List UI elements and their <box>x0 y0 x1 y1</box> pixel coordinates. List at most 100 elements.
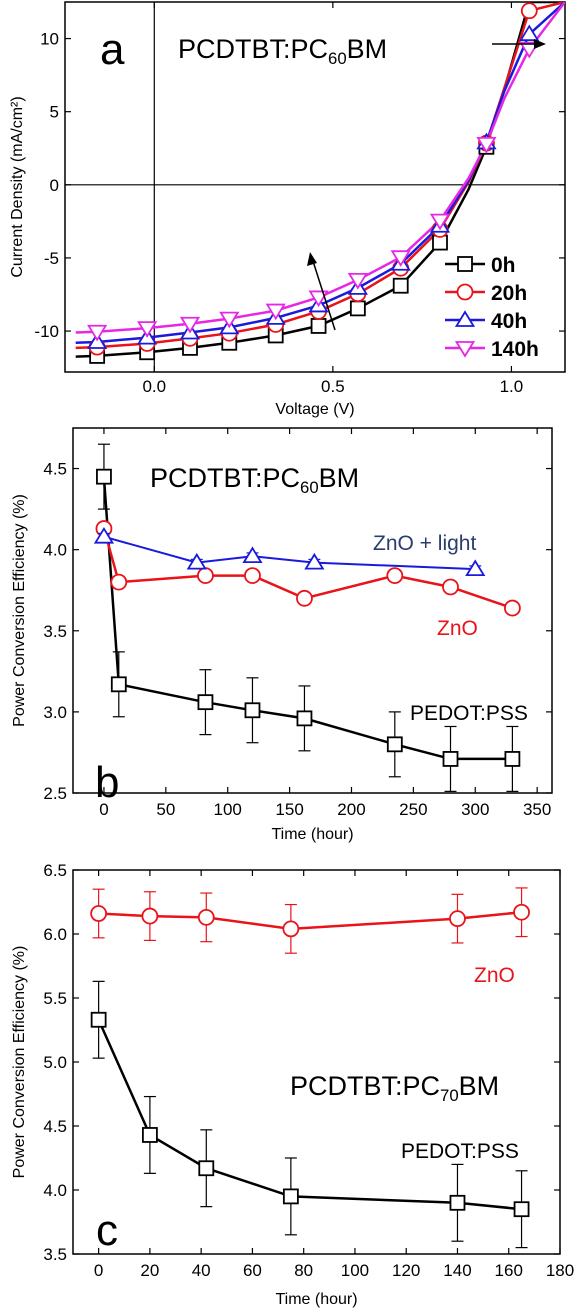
panel-c: 0 20 40 60 80 100 120 140 160 180 3.5 4.0 4.5 5.0 5.5 6… <box>11 861 574 1308</box>
plot-frame <box>72 427 553 794</box>
series-label-zno: ZnO <box>437 617 478 640</box>
data-point-PEDOT:PSS <box>442 751 459 767</box>
x-tick-label: 200 <box>337 800 365 819</box>
x-tick-label: 300 <box>461 800 489 819</box>
x-tick-label: 50 <box>156 800 175 819</box>
data-point-ZnO <box>449 910 466 928</box>
data-point-PEDOT:PSS <box>198 1160 215 1177</box>
y-axis-label: Power Conversion Efficiency (%) <box>11 946 28 1179</box>
chart-title: PCDTBT:PC60BM <box>178 34 387 68</box>
data-point-ZnO <box>296 589 313 607</box>
series-line-ZnO <box>102 528 513 610</box>
data-point-ZnO <box>197 908 215 926</box>
data-point-140h <box>179 316 201 334</box>
series-label-zno-light: ZnO + light <box>373 532 476 555</box>
x-tick-label: 350 <box>523 800 551 819</box>
legend-marker-20h <box>456 283 474 301</box>
data-point-PEDOT:PSS <box>296 710 313 727</box>
data-point-ZnO + light <box>242 546 263 564</box>
legend-marker-140h <box>454 341 476 358</box>
x-tick-label: 150 <box>275 800 303 819</box>
y-axis-label: Current Density (mA/cm²) <box>9 96 26 277</box>
y-tick-label: 4.5 <box>43 460 67 479</box>
data-point-140h <box>137 321 158 338</box>
panel-label: a <box>100 25 125 74</box>
data-point-PEDOT:PSS <box>141 1127 158 1143</box>
data-point-ZnO <box>513 903 530 921</box>
x-tick-label: 140 <box>443 1261 471 1280</box>
chart-title: PCDTBT:PC70BM <box>290 1071 499 1105</box>
title-tail: BM <box>319 463 360 493</box>
y-tick-label: 0 <box>50 176 59 195</box>
x-tick-label: 0.5 <box>321 377 345 396</box>
data-point-ZnO + light <box>304 552 325 570</box>
data-point-0h <box>392 277 409 294</box>
data-point-140h <box>265 303 286 321</box>
data-point-ZnO <box>386 567 404 585</box>
y-tick-label: 2.5 <box>43 784 67 803</box>
data-point-0h <box>310 318 327 334</box>
data-point-ZnO <box>244 567 261 585</box>
data-point-ZnO + light <box>93 526 115 544</box>
data-point-ZnO + light <box>465 559 486 577</box>
data-point-140h <box>219 311 240 329</box>
data-point-140h <box>87 324 108 342</box>
data-point-PEDOT:PSS <box>504 751 521 767</box>
data-point-40h <box>519 24 540 42</box>
legend-marker-0h <box>457 256 473 272</box>
data-point-ZnO <box>141 907 159 925</box>
plot-frame <box>64 1 566 373</box>
y-tick-label: 5.0 <box>43 1053 67 1072</box>
data-point-PEDOT:PSS <box>282 1188 299 1205</box>
x-axis-label: Voltage (V) <box>275 401 354 418</box>
y-tick-label: 6.5 <box>43 861 67 880</box>
title-subscript: 60 <box>328 49 347 68</box>
data-point-PEDOT:PSS <box>96 468 112 485</box>
y-tick-label: 3.0 <box>43 703 67 722</box>
series-label-zno: ZnO <box>474 964 515 987</box>
data-point-ZnO <box>503 599 521 617</box>
voc-arrowhead <box>534 39 546 49</box>
y-tick-label: 4.0 <box>43 1181 67 1200</box>
data-point-20h <box>520 2 538 20</box>
x-tick-label: 60 <box>243 1261 262 1280</box>
y-tick-label: 4.0 <box>43 541 67 560</box>
x-tick-label: 0 <box>99 800 108 819</box>
series-line-PEDOT:PSS <box>97 1019 522 1211</box>
data-point-PEDOT:PSS <box>386 736 403 753</box>
title-tail: BM <box>347 34 388 64</box>
data-point-ZnO <box>110 573 128 591</box>
panel-a: 0.0 0.5 1.0 -10 -5 0 5 10 Voltage (V) Current Den… <box>9 1 566 418</box>
trend-arrowhead <box>307 252 317 266</box>
x-tick-label: 0 <box>94 1261 103 1280</box>
series-label-pedot: PEDOT:PSS <box>410 702 528 725</box>
plot-area <box>75 2 565 364</box>
legend-label: 20h <box>491 282 527 305</box>
data-point-140h <box>347 272 368 290</box>
x-axis-label: Time (hour) <box>275 1291 357 1308</box>
data-point-ZnO <box>282 920 300 938</box>
x-tick-label: 0.0 <box>142 377 166 396</box>
data-point-PEDOT:PSS <box>449 1194 466 1211</box>
data-point-PEDOT:PSS <box>90 1011 107 1028</box>
data-point-ZnO + light <box>186 552 207 570</box>
panel-label: b <box>95 758 119 807</box>
x-axis-label: Time (hour) <box>271 826 353 843</box>
x-tick-label: 100 <box>214 800 242 819</box>
data-point-0h <box>349 300 366 317</box>
panel-label: c <box>96 1206 118 1255</box>
y-tick-label: -10 <box>34 322 59 341</box>
data-point-PEDOT:PSS <box>110 676 127 693</box>
title-subscript: 70 <box>440 1086 459 1105</box>
x-tick-label: 180 <box>546 1261 574 1280</box>
title-main: PCDTBT:PC <box>178 34 328 64</box>
x-tick-label: 120 <box>392 1261 420 1280</box>
legend-label: 40h <box>491 310 527 333</box>
data-point-PEDOT:PSS <box>513 1201 530 1218</box>
x-tick-label: 1.0 <box>500 377 524 396</box>
data-point-ZnO <box>197 567 214 585</box>
y-tick-label: 4.5 <box>43 1117 67 1136</box>
y-tick-label: 6.0 <box>43 925 67 944</box>
data-point-ZnO <box>442 578 459 596</box>
y-tick-label: 5.5 <box>43 989 67 1008</box>
